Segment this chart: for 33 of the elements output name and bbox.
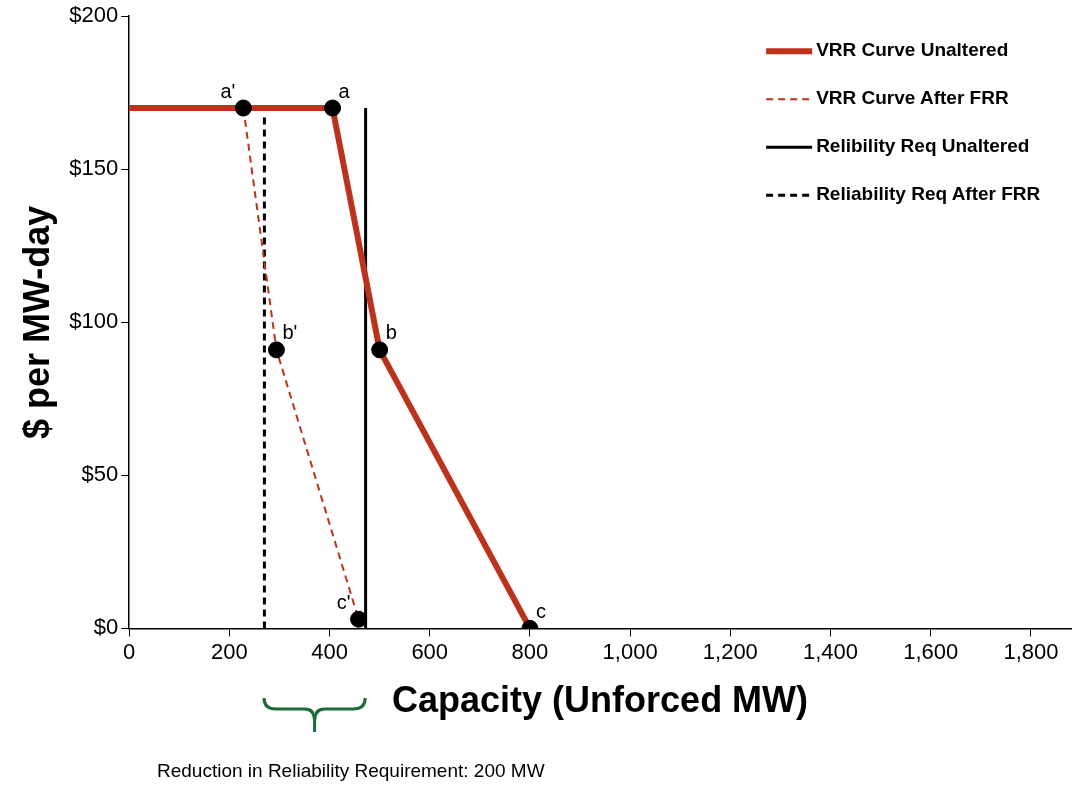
- x-tick-label: 1,600: [903, 638, 959, 664]
- legend-label: VRR Curve Unaltered: [816, 39, 1009, 61]
- legend-label: Reliability Req After FRR: [816, 183, 1041, 205]
- annotation: a: [338, 79, 351, 102]
- point: [234, 99, 252, 117]
- annotation: c': [336, 590, 351, 613]
- point: [350, 610, 368, 628]
- legend-label: VRR Curve After FRR: [816, 87, 1009, 109]
- x-tick-label: 200: [210, 638, 248, 664]
- y-axis-title: $ per MW-day: [15, 205, 57, 439]
- point: [267, 341, 285, 359]
- point: [371, 341, 389, 359]
- x-tick-label: 1,400: [802, 638, 859, 664]
- y-tick-label: $0: [93, 614, 119, 640]
- x-tick-label: 1,200: [702, 638, 758, 664]
- annotation: b': [282, 321, 298, 344]
- text: Reduction in Reliability Requirement: 200 MW: [157, 760, 545, 782]
- x-tick-label: 400: [311, 638, 348, 664]
- y-tick-label: $150: [69, 155, 119, 181]
- y-tick-label: $100: [69, 308, 119, 334]
- x-tick-label: 0: [123, 638, 136, 664]
- y-tick-label: $50: [81, 461, 119, 487]
- x-tick-label: 600: [411, 638, 449, 664]
- point: [324, 99, 342, 117]
- x-tick-label: 800: [511, 638, 549, 664]
- annotation: c: [535, 599, 546, 622]
- annotation: b: [385, 321, 397, 344]
- annotation: a': [220, 79, 236, 102]
- legend-label: Relibility Req Unaltered: [816, 135, 1030, 157]
- x-tick-label: 1,000: [602, 638, 658, 664]
- x-axis-title: Capacity (Unforced MW): [392, 679, 809, 721]
- x-tick-label: 1,800: [1003, 638, 1059, 664]
- y-tick-label: $200: [69, 2, 119, 28]
